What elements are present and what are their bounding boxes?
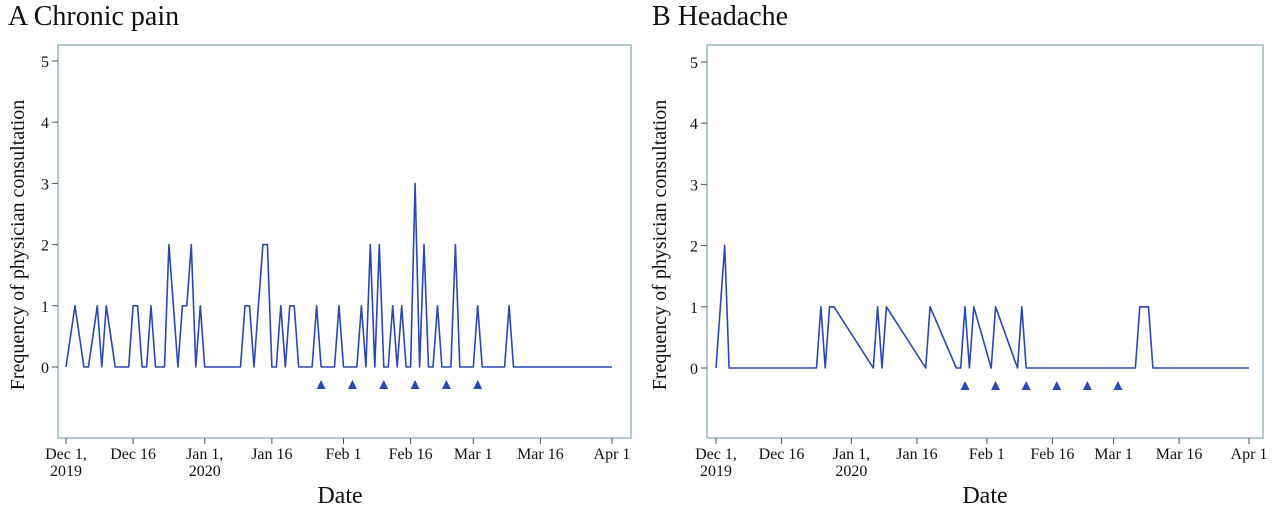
panel-b-triangle-marker	[1021, 381, 1031, 390]
panel-a-plot-area	[57, 44, 632, 439]
panel-a-title-text: Chronic pain	[34, 1, 179, 32]
panel-a-x-tick-label: Apr 1	[594, 446, 631, 463]
panel-b-markers	[960, 381, 1123, 390]
panel-b-y-tick-label: 1	[690, 300, 698, 317]
panel-a-y-tick-label: 2	[41, 238, 49, 255]
panel-b-y-tick-label: 2	[690, 239, 698, 256]
panel-a-x-tick-label: 2019	[50, 463, 82, 480]
panel-b-y-axis: 0 1 2 3 4 5	[690, 55, 707, 378]
panel-a-x-tick-label: Dec 16	[110, 446, 156, 463]
panel-b-triangle-marker	[1082, 381, 1092, 390]
panel-a-x-tick-label: Jan 1,	[186, 446, 223, 463]
panel-a-x-tick-label: 2020	[189, 463, 221, 480]
panel-a-y-tick-label: 0	[41, 360, 49, 377]
panel-b-x-axis: Dec 1,2019 Dec 16 Jan 1,2020 Jan 16 Feb 1 Feb…	[695, 438, 1267, 480]
panel-b-triangle-marker	[960, 381, 970, 390]
panel-b: B Headache 0 1 2 3 4 5 Dec 1,2019 Dec 16 Jan 1,…	[649, 1, 1267, 506]
panel-a-triangle-marker	[410, 380, 420, 389]
panel-b-y-tick-label: 4	[690, 116, 698, 133]
panel-a-x-tick-label: Mar 1	[454, 446, 493, 463]
panel-a-y-tick-label: 5	[41, 54, 49, 71]
panel-b-series-line	[715, 244, 1249, 369]
panel-b-series	[715, 244, 1249, 369]
panel-a-x-tick-label: Feb 1	[325, 446, 361, 463]
panel-b-x-tick-label: 2019	[700, 463, 732, 480]
panel-b-y-tick-label: 0	[690, 361, 698, 378]
panel-b-x-tick-label: Mar 16	[1156, 446, 1203, 463]
panel-b-triangle-marker	[991, 381, 1001, 390]
panel-a-y-axis: 0 1 2 3 4 5	[41, 54, 58, 377]
panel-b-x-tick-label: Mar 1	[1094, 446, 1133, 463]
panel-a-triangle-marker	[316, 380, 326, 389]
panel-b-triangle-marker	[1113, 381, 1123, 390]
panel-b-x-tick-label: Dec 1,	[695, 446, 737, 463]
panel-a-x-tick-label: Mar 16	[517, 446, 564, 463]
panel-a-triangle-marker	[473, 380, 483, 389]
panel-b-y-axis-label: Frequency of physician consultation	[649, 100, 671, 391]
panel-a-x-axis: Dec 1,2019 Dec 16 Jan 1,2020 Jan 16 Feb 1 Feb…	[45, 438, 630, 480]
panel-a-x-tick-label: Jan 16	[251, 446, 292, 463]
panel-b-y-tick-label: 3	[690, 177, 698, 194]
panel-b-triangle-marker	[1052, 381, 1062, 390]
panel-b-x-tick-label: Jan 16	[896, 446, 937, 463]
panel-b-x-axis-label: Date	[962, 483, 1007, 506]
panel-a-triangle-marker	[347, 380, 357, 389]
panel-a-y-tick-label: 4	[41, 115, 49, 132]
panel-b-title: B Headache	[652, 1, 788, 32]
panel-a-y-tick-label: 1	[41, 299, 49, 316]
panel-a-series-line	[65, 182, 612, 368]
panel-b-x-tick-label: Feb 1	[969, 446, 1005, 463]
panel-a: A Chronic pain 0 1 2 3 4 5 Dec 1,2019 Dec 16 Ja…	[7, 1, 632, 506]
panel-b-title-text: Headache	[678, 1, 788, 32]
panel-a-series	[65, 182, 612, 368]
panel-a-x-tick-label: Dec 1,	[45, 446, 87, 463]
panel-b-x-tick-label: Feb 16	[1030, 446, 1074, 463]
panel-a-x-tick-label: Feb 16	[389, 446, 433, 463]
panel-b-x-tick-label: Apr 1	[1231, 446, 1268, 463]
panel-b-y-tick-label: 5	[690, 55, 698, 72]
panel-a-x-axis-label: Date	[317, 483, 362, 506]
panel-a-markers	[316, 380, 483, 389]
panel-b-x-tick-label: 2020	[835, 463, 867, 480]
panel-b-x-tick-label: Dec 16	[759, 446, 805, 463]
panel-a-y-tick-label: 3	[41, 176, 49, 193]
panel-a-triangle-marker	[441, 380, 451, 389]
panel-a-title: A Chronic pain	[8, 1, 179, 32]
panel-b-plot-area	[706, 44, 1264, 439]
panel-a-y-axis-label: Frequency of physician consultation	[7, 100, 29, 391]
panel-a-triangle-marker	[379, 380, 389, 389]
panel-b-x-tick-label: Jan 1,	[833, 446, 870, 463]
